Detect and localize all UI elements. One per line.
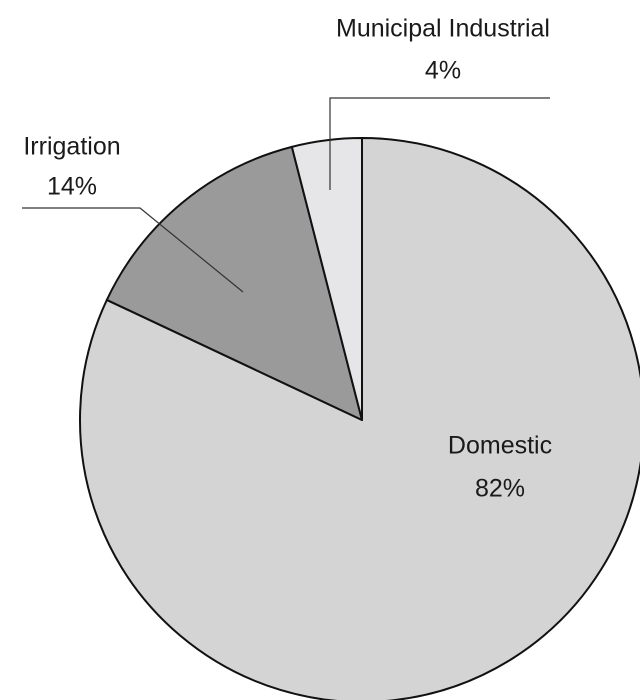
pie-slice — [290, 137, 363, 421]
pie-slice — [79, 137, 640, 700]
leader-line — [329, 97, 550, 190]
slice-label: Irrigation — [23, 133, 120, 161]
pie — [79, 137, 640, 700]
leader-line — [22, 207, 244, 293]
pie-slice — [105, 145, 363, 421]
slice-value-label: 82% — [475, 475, 525, 503]
slice-value-label: 14% — [47, 173, 97, 201]
slice-label: Municipal Industrial — [336, 15, 550, 43]
slice-value-label: 4% — [425, 57, 461, 85]
slice-label: Domestic — [448, 432, 552, 460]
